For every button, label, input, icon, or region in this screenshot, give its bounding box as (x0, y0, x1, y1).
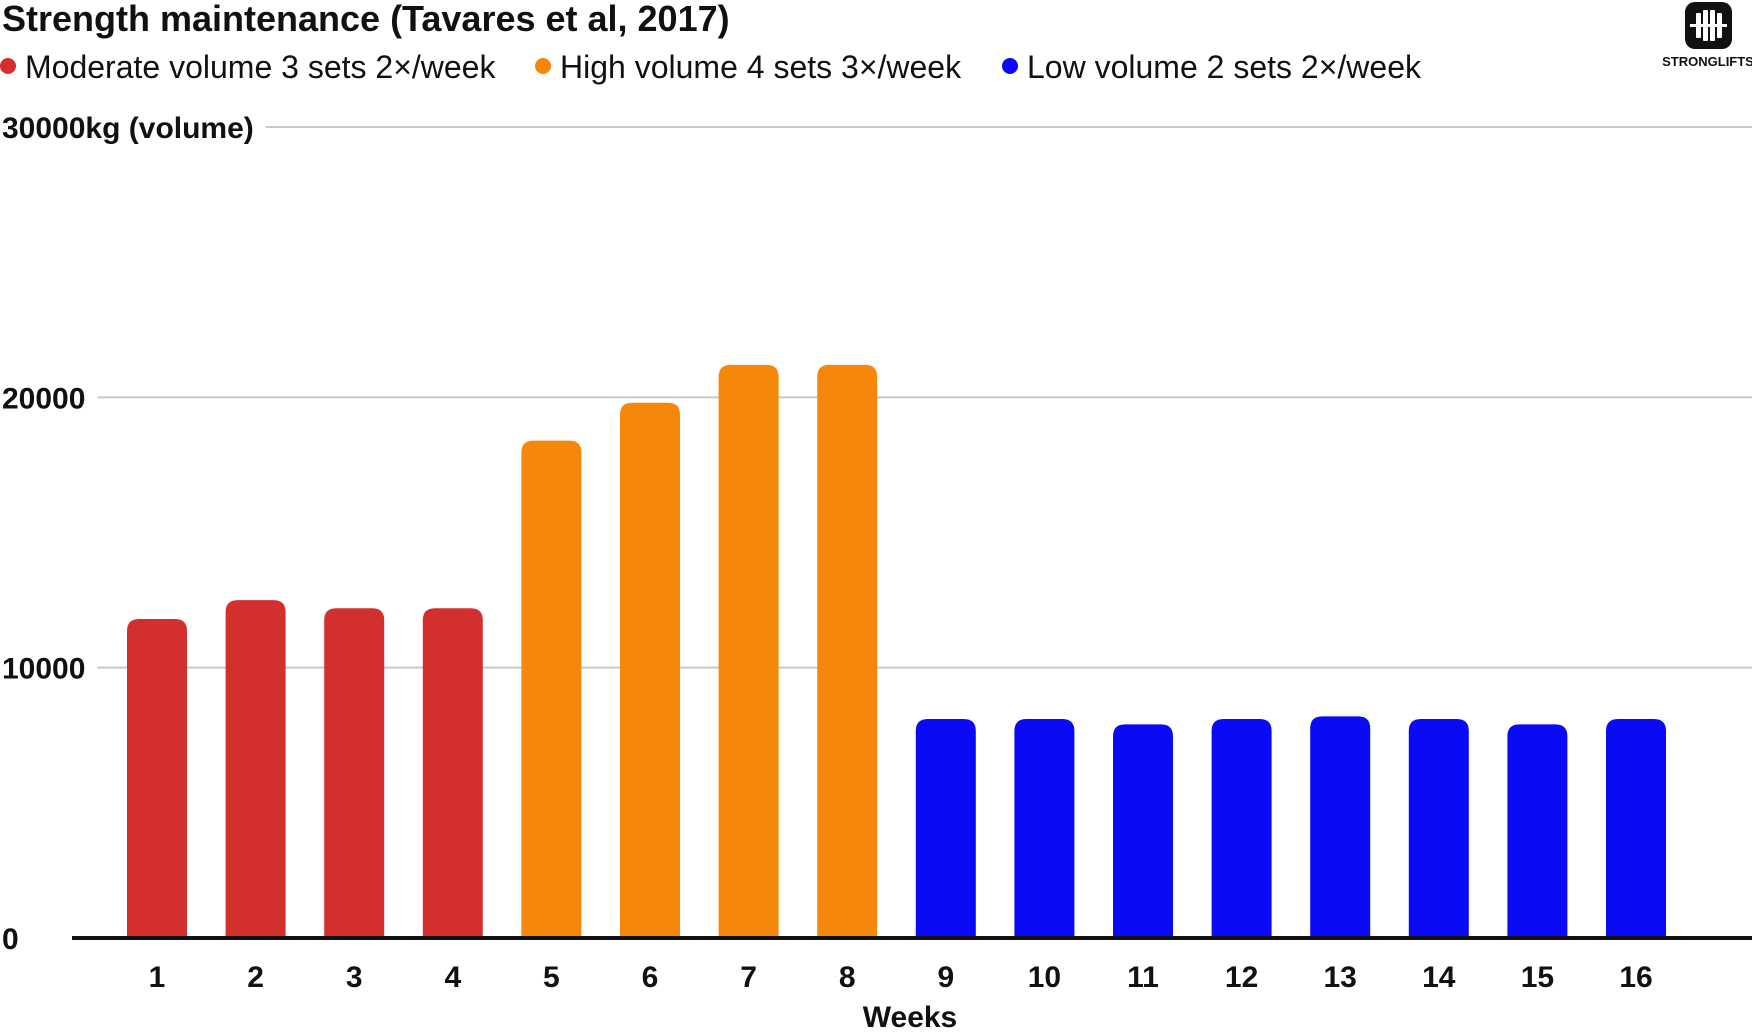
bar-week-12 (1211, 719, 1272, 938)
bar-week-8 (817, 364, 878, 939)
legend-label: High volume 4 sets 3×/week (560, 49, 962, 85)
legend-label: Low volume 2 sets 2×/week (1027, 49, 1422, 85)
x-tick-label: 5 (543, 961, 560, 994)
legend-label: Moderate volume 3 sets 2×/week (25, 49, 496, 85)
x-tick-label: 11 (1127, 961, 1159, 994)
logo-text: STRONGLIFTS (1662, 54, 1752, 69)
x-tick-label: 10 (1028, 961, 1061, 994)
bar-week-15 (1507, 724, 1568, 938)
legend-marker (535, 58, 551, 74)
legend-marker (0, 58, 16, 74)
bar-week-6 (620, 402, 680, 938)
legend-item: Low volume 2 sets 2×/week (1002, 49, 1422, 85)
bars (127, 364, 1666, 939)
bar-week-13 (1310, 716, 1371, 938)
bar-week-16 (1606, 719, 1666, 938)
x-axis-ticks: 1 2 3 4 5 6 7 8 9 10 11 12 13 14 15 16 (149, 961, 1653, 994)
bar-week-9 (915, 719, 976, 938)
x-tick-label: 8 (839, 961, 856, 994)
bar-week-4 (422, 608, 483, 938)
bar-week-5 (521, 440, 582, 938)
barbell-icon (1690, 10, 1727, 41)
legend-item: High volume 4 sets 3×/week (535, 49, 962, 85)
x-tick-label: 14 (1422, 961, 1456, 994)
x-tick-label: 3 (346, 961, 363, 994)
y-tick-label: 20000 (2, 382, 85, 415)
legend-item: Moderate volume 3 sets 2×/week (0, 49, 496, 85)
y-tick-label: 10000 (2, 653, 85, 686)
x-axis-title: Weeks (863, 1001, 958, 1032)
x-tick-label: 4 (444, 961, 461, 994)
x-tick-label: 12 (1225, 961, 1258, 994)
chart-title: Strength maintenance (Tavares et al, 201… (2, 0, 730, 39)
bar-week-7 (718, 364, 779, 939)
x-tick-label: 16 (1619, 961, 1652, 994)
y-tick-label: 0 (2, 923, 19, 956)
legend: Moderate volume 3 sets 2×/week High volum… (0, 49, 1422, 85)
bar-week-2 (225, 600, 286, 938)
x-tick-label: 7 (740, 961, 757, 994)
bar-week-1 (127, 619, 187, 938)
x-tick-label: 1 (149, 961, 166, 994)
x-tick-label: 15 (1521, 961, 1554, 994)
bar-week-10 (1014, 719, 1075, 938)
bar-week-11 (1113, 724, 1173, 938)
x-tick-label: 2 (247, 961, 264, 994)
legend-marker (1002, 58, 1018, 74)
stronglifts-logo: STRONGLIFTS (1662, 2, 1752, 69)
x-tick-label: 13 (1324, 961, 1357, 994)
gridlines (97, 126, 1752, 669)
x-tick-label: 6 (642, 961, 659, 994)
bar-week-3 (324, 608, 385, 938)
y-axis-ticks: 0 10000 20000 30000kg (volume) (2, 112, 254, 956)
y-tick-label: 30000kg (volume) (2, 112, 254, 145)
x-tick-label: 9 (937, 961, 954, 994)
bar-week-14 (1408, 719, 1469, 938)
